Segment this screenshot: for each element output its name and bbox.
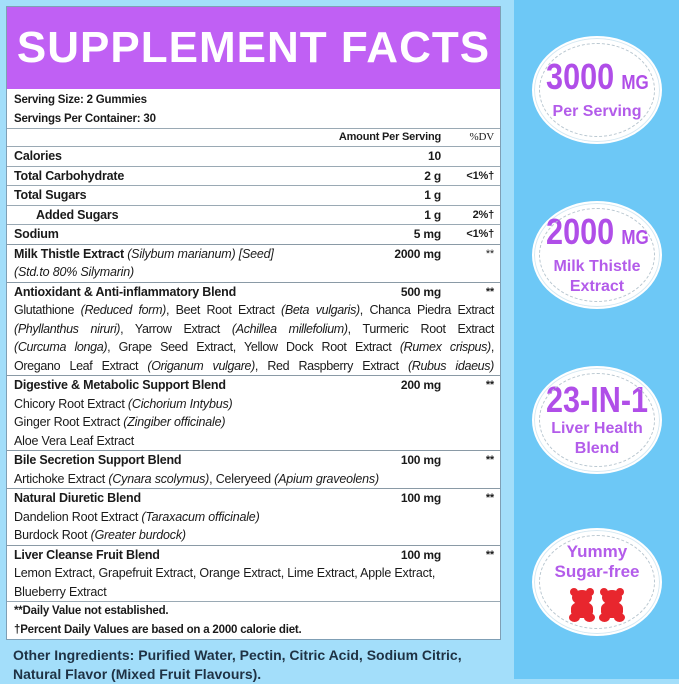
ingredient-line: (Phyllanthus niruri), Yarrow Extract (Ac… <box>14 321 494 336</box>
ingredient-line: (Curcuma longa), Grape Seed Extract, Yel… <box>14 340 494 354</box>
footnote: †Percent Daily Values are based on a 200… <box>14 623 302 636</box>
nutrient-name: Calories <box>14 149 62 163</box>
blend-section: Liver Cleanse Fruit Blend 100 mg ** Lemon E… <box>7 544 500 602</box>
blend-dv: ** <box>485 492 494 504</box>
nutrient-amount: 2 g <box>424 168 441 183</box>
nutrient-name: Total Sugars <box>14 188 87 202</box>
nutrient-row: Total Sugars 1 g <box>7 185 500 205</box>
nutrient-name: Added Sugars <box>36 207 119 222</box>
nutrient-row: Sodium 5 mg <1%† <box>7 224 500 244</box>
badge-sugar-free: Yummy Sugar-free <box>532 528 662 636</box>
milk-thistle-name: Milk Thistle Extract <box>14 246 124 261</box>
nutrients: Calories 10 Total Carbohydrate 2 g <1%† Total… <box>7 146 500 244</box>
milk-thistle-row: Milk Thistle Extract (Silybum marianum) … <box>7 243 500 282</box>
dv-header: %DV <box>469 131 495 143</box>
ingredient-line: Burdock Root (Greater burdock) <box>14 528 186 542</box>
badge-per-serving: 3000 MG Per Serving <box>532 36 662 144</box>
antioxidant-blend: Antioxidant & Anti-inflammatory Blend 500… <box>7 281 500 376</box>
ingredient-line: Lemon Extract, Grapefruit Extract, Orang… <box>14 566 436 580</box>
badge-caption: Milk Thistle Extract <box>553 258 641 295</box>
footnotes: **Daily Value not established. †Percent … <box>7 601 500 639</box>
nutrient-dv: <1%† <box>466 228 494 240</box>
serving-size: Serving Size: 2 Gummies <box>14 94 147 106</box>
nutrient-name: Total Carbohydrate <box>14 168 125 183</box>
nutrient-amount: 5 mg <box>413 227 441 241</box>
blend-amount: 100 mg <box>400 491 441 505</box>
blend-dv: ** <box>485 285 494 298</box>
blend-name: Liver Cleanse Fruit Blend <box>14 547 160 562</box>
nutrient-dv: <1%† <box>466 169 494 182</box>
footnote: **Daily Value not established. <box>14 605 169 617</box>
nutrient-amount: 1 g <box>424 207 441 222</box>
other-ingredients: Other Ingredients: Purified Water, Pecti… <box>13 647 462 682</box>
badge-caption: Yummy Sugar-free <box>554 542 640 581</box>
nutrient-name: Sodium <box>14 227 59 241</box>
nutrient-row: Calories 10 <box>7 146 500 166</box>
blends: Milk Thistle Extract (Silybum marianum) … <box>7 243 500 602</box>
badge-caption: Per Serving <box>552 103 642 120</box>
ingredient-line: Artichoke Extract (Cynara scolymus), Cel… <box>14 471 379 486</box>
column-header: Amount Per Serving %DV <box>7 128 500 146</box>
nutrient-dv <box>441 186 494 205</box>
blend-dv: ** <box>485 548 494 561</box>
ingredient-line: Chicory Root Extract (Cichorium Intybus) <box>14 396 233 411</box>
blend-amount: 500 mg <box>400 284 441 299</box>
gummy-bear-icon <box>569 588 625 622</box>
nutrient-dv: 2%† <box>472 208 495 221</box>
blend-amount: 200 mg <box>400 378 441 392</box>
left-column: SUPPLEMENT FACTS Serving Size: 2 Gummies… <box>6 6 501 684</box>
milk-thistle-dv: ** <box>485 247 494 260</box>
badge-milk-thistle: 2000 MG Milk Thistle Extract <box>532 201 662 309</box>
ingredient-line: Blueberry Extract <box>14 584 107 599</box>
ingredient-line: Dandelion Root Extract (Taraxacum offici… <box>14 509 260 524</box>
blend-section: Bile Secretion Support Blend 100 mg ** Arti… <box>7 450 500 488</box>
serving-info: Serving Size: 2 Gummies Servings Per Con… <box>7 89 500 128</box>
badge-caption: Liver Health Blend <box>551 420 643 457</box>
blend-dv: ** <box>485 454 494 466</box>
nutrient-row: Total Carbohydrate 2 g <1%† <box>7 165 500 186</box>
nutrient-amount: 1 g <box>424 188 441 202</box>
badge-23-in-1: 23-IN-1 Liver Health Blend <box>532 366 662 474</box>
blend-amount: 100 mg <box>400 453 441 467</box>
badge-value: 23-IN-1 <box>545 379 649 420</box>
supplement-facts-panel: SUPPLEMENT FACTS Serving Size: 2 Gummies… <box>6 6 501 640</box>
nutrient-dv <box>441 147 494 166</box>
ingredient-line: Ginger Root Extract (Zingiber officinale… <box>14 415 226 429</box>
blend-name: Natural Diuretic Blend <box>14 491 141 505</box>
blend-dv: ** <box>485 379 494 391</box>
title: SUPPLEMENT FACTS <box>16 23 491 72</box>
ingredient-line: Glutathione (Reduced form), Beet Root Ex… <box>14 303 494 317</box>
blend-name: Bile Secretion Support Blend <box>14 453 182 467</box>
badge-value: 2000 MG <box>545 211 649 252</box>
blend-name: Antioxidant & Anti-inflammatory Blend <box>14 284 237 299</box>
milk-thistle-std: (Std.to 80% Silymarin) <box>14 265 134 279</box>
blend-section: Natural Diuretic Blend 100 mg ** Dandelion … <box>7 488 500 545</box>
ingredient-line: Oregano Leaf Extract (Origanum vulgare),… <box>14 358 494 373</box>
ingredient-line: Aloe Vera Leaf Extract <box>14 433 134 448</box>
amount-header: Amount Per Serving <box>338 131 441 143</box>
blend-amount: 100 mg <box>400 547 441 562</box>
nutrient-amount: 10 <box>428 149 441 163</box>
badge-value: 3000 MG <box>545 56 649 97</box>
milk-thistle-amount: 2000 mg <box>394 246 441 261</box>
blend-name: Digestive & Metabolic Support Blend <box>14 378 226 392</box>
milk-thistle-latin: (Silybum marianum) [Seed] <box>127 246 274 261</box>
nutrient-row: Added Sugars 1 g 2%† <box>7 204 500 225</box>
header: SUPPLEMENT FACTS <box>7 7 500 89</box>
servings-per-container: Servings Per Container: 30 <box>14 112 156 125</box>
blend-section: Digestive & Metabolic Support Blend 200 m… <box>7 375 500 450</box>
